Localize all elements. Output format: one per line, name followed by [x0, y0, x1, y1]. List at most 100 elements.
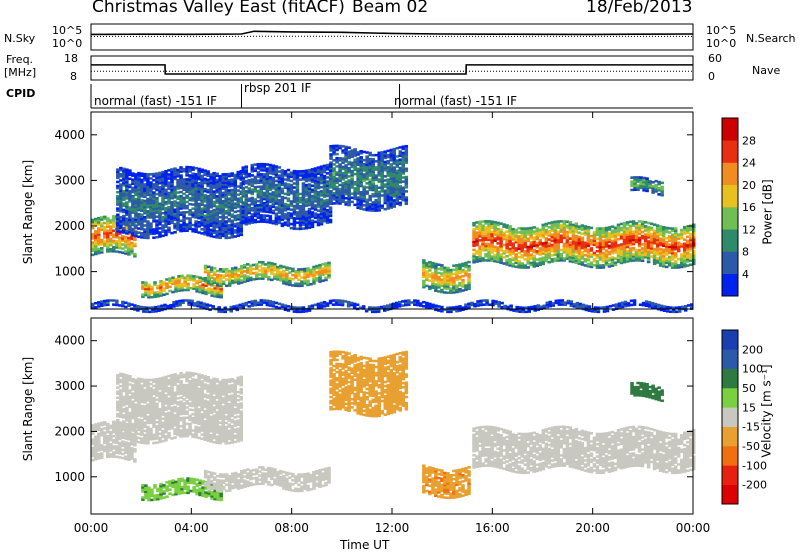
power-cell [176, 215, 180, 219]
power-cell [389, 195, 394, 199]
power-cell [212, 225, 216, 228]
power-cell [487, 228, 491, 231]
power-cell [277, 219, 282, 223]
power-cell [541, 229, 546, 233]
power-cell [125, 219, 129, 223]
power-cell [350, 180, 354, 183]
power-cell [271, 184, 276, 188]
power-cell [289, 189, 294, 193]
power-cell [277, 306, 282, 310]
power-cell [529, 228, 533, 232]
power-cell [298, 207, 303, 210]
power-cell [359, 182, 363, 186]
power-cell [215, 275, 220, 279]
power-cell [613, 245, 618, 248]
power-cell [350, 175, 354, 179]
power-cell [250, 206, 255, 210]
power-cell [283, 217, 288, 220]
power-cell [304, 200, 309, 203]
power-cell [434, 283, 438, 286]
power-cell [218, 232, 222, 235]
power-cell [286, 185, 291, 188]
power-cell [383, 185, 387, 188]
power-cell [643, 221, 648, 224]
power-cell [613, 232, 618, 236]
power-cell [359, 205, 363, 208]
power-cell [160, 306, 164, 310]
power-cell [613, 247, 618, 250]
power-cell [247, 189, 252, 192]
power-cell [404, 190, 409, 193]
power-cell [158, 175, 162, 179]
power-cell [628, 224, 633, 228]
power-cell [568, 253, 573, 257]
power-cell [574, 230, 579, 234]
power-cell [259, 181, 264, 184]
power-cell [383, 183, 387, 186]
power-cell [368, 186, 372, 190]
power-cell [297, 268, 301, 271]
power-cell [642, 180, 646, 184]
power-cell [230, 267, 235, 270]
power-cell [344, 182, 348, 186]
power-cell [268, 206, 273, 210]
power-cell [377, 180, 381, 183]
power-cell [449, 268, 453, 272]
power-cell [673, 237, 678, 241]
power-cell [404, 161, 409, 164]
power-cell [493, 229, 497, 232]
power-cell [329, 161, 333, 164]
power-cell [461, 283, 465, 286]
power-cell [133, 228, 137, 231]
power-cell [183, 280, 187, 284]
power-cell [259, 169, 264, 172]
power-cell [292, 200, 297, 204]
power-cell [312, 280, 316, 283]
power-cell [350, 171, 354, 175]
power-cell [300, 280, 304, 283]
power-cell [173, 212, 177, 216]
power-cell [580, 257, 585, 260]
power-cell [180, 286, 184, 290]
power-cell [289, 226, 294, 230]
power-cell [398, 191, 403, 194]
power-cell [152, 185, 156, 188]
power-cell [622, 246, 627, 250]
power-cell [443, 285, 447, 288]
power-cell [224, 270, 229, 273]
power-cell [428, 262, 432, 266]
power-cell [197, 212, 201, 216]
power-cell [335, 191, 339, 195]
power-cell [223, 310, 227, 314]
power-cell [268, 217, 273, 220]
power-cell [157, 309, 161, 312]
power-cell [236, 282, 241, 285]
power-cell [265, 194, 270, 197]
power-cell [322, 166, 327, 170]
power-cell [137, 184, 141, 187]
power-cell [658, 249, 663, 253]
power-cell [203, 187, 207, 191]
power-cell [347, 175, 351, 178]
power-cell [130, 303, 134, 306]
power-cell [347, 146, 351, 149]
power-cell [182, 227, 186, 231]
power-cell [183, 284, 187, 288]
power-cell [140, 225, 144, 229]
power-cell [304, 224, 309, 228]
power-cell [398, 170, 403, 174]
power-cell [505, 230, 509, 233]
power-cell [350, 186, 354, 189]
power-cell [362, 177, 366, 180]
power-cell [633, 188, 637, 191]
power-cell [338, 196, 342, 199]
power-cell [125, 209, 129, 213]
power-cell [514, 265, 518, 269]
power-cell [246, 263, 250, 266]
power-cell [239, 268, 244, 272]
power-cell [97, 243, 101, 247]
power-cell [395, 169, 400, 173]
power-cell [565, 249, 570, 252]
power-cell [481, 230, 485, 234]
power-cell [328, 218, 333, 222]
